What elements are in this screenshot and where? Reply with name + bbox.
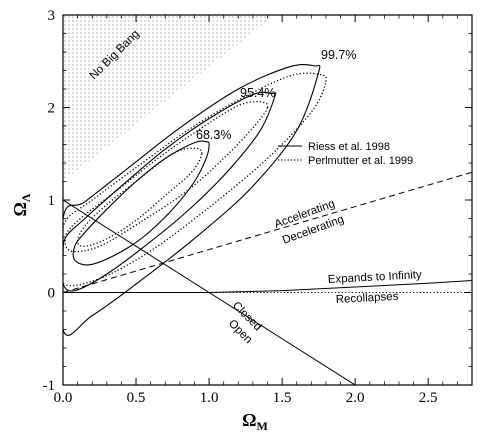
y-tick-label: 1 [48,193,56,209]
contour-riess-683 [72,140,210,266]
y-tick-label: 0 [48,286,56,302]
x-tick-label: 2.5 [419,390,438,406]
x-tick-label: 0.5 [127,390,146,406]
annotation-conf-95: 95.4% [240,86,275,100]
y-tick-label: 2 [48,101,56,117]
contour-riess-997 [63,64,321,336]
x-tick-label: 2.0 [346,390,365,406]
legend-label-riess: Riess et al. 1998 [308,141,390,153]
y-axis-title: ΩΛ [10,193,33,216]
annotation-conf-68: 68.3% [196,128,231,142]
annotation-recollapses: Recollapses [336,291,399,306]
reference-line-1 [63,171,472,293]
annotation-conf-99: 99.7% [321,48,356,62]
legend-label-perlmutter: Perlmutter et al. 1999 [308,155,413,167]
reference-line-2 [63,279,472,293]
x-tick-label: 1.0 [200,390,219,406]
x-tick-label: 1.5 [273,390,292,406]
x-axis-subscript: M [257,419,268,433]
y-axis-symbol: Ω [10,202,30,216]
contour-riess-954 [63,91,277,292]
x-axis-title: ΩM [242,410,268,433]
no-big-bang-region [63,15,275,182]
x-tick-label: 0.0 [54,390,73,406]
y-tick-label: -1 [43,378,56,394]
y-tick-label: 3 [48,8,56,24]
legend: Riess et al. 1998 Perlmutter et al. 1999 [278,141,413,167]
x-axis-symbol: Ω [242,410,256,430]
y-axis-subscript: Λ [19,193,33,202]
annotation-expands: Expands to Infinity [328,269,423,286]
